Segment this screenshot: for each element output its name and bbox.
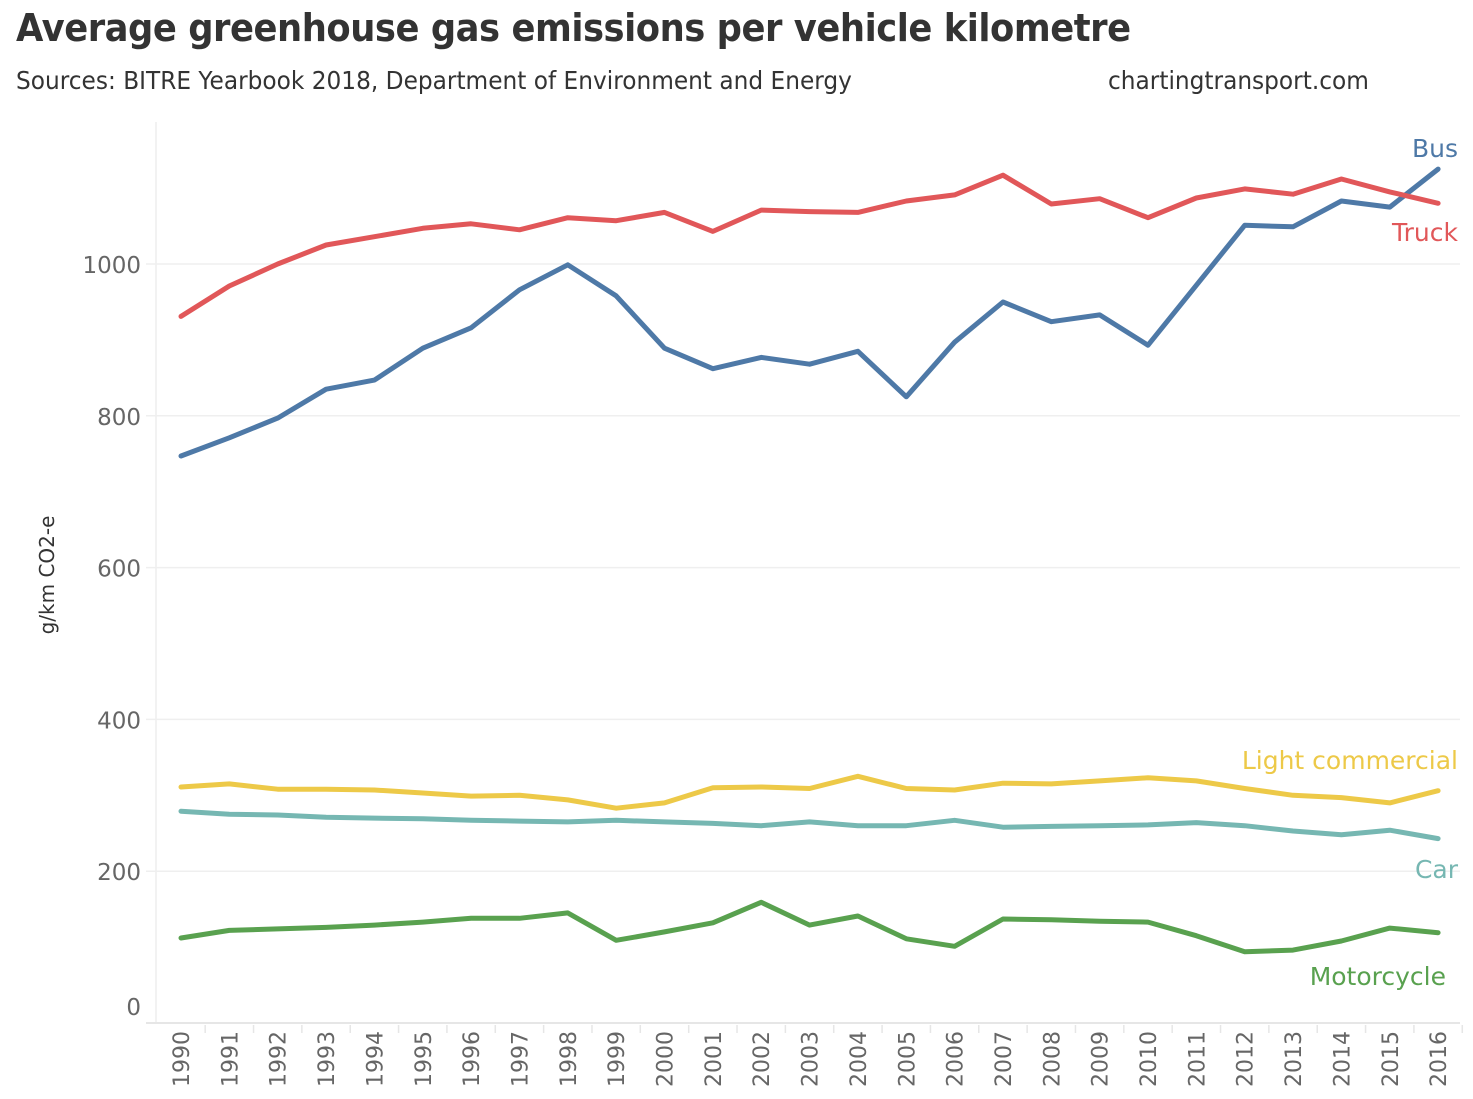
x-tick-label: 2016 [1427, 1031, 1452, 1087]
x-tick-label: 1996 [460, 1031, 485, 1087]
y-tick-label: 600 [97, 557, 141, 583]
y-tick-label: 800 [97, 405, 141, 431]
series-label-bus: Bus [1412, 134, 1458, 163]
y-tick-label: 400 [97, 708, 141, 734]
y-axis-ticks: 0 200 400 600 800 1000 [82, 253, 141, 1021]
chart-title: Average greenhouse gas emissions per veh… [16, 6, 1131, 50]
x-axis-ticks: 1990 1991 1992 1993 1994 1995 1996 1997 1998 1999… [170, 1025, 1464, 1087]
series-lines [178, 166, 1441, 955]
x-tick-label: 1995 [412, 1031, 437, 1087]
y-tick-label: 0 [126, 995, 141, 1021]
x-tick-label: 2012 [1234, 1031, 1259, 1087]
y-tick-label: 1000 [82, 253, 141, 279]
x-tick-label: 2011 [1185, 1031, 1210, 1087]
x-tick-label: 2002 [750, 1031, 775, 1087]
x-tick-label: 1998 [557, 1031, 582, 1087]
x-tick-label: 1999 [605, 1031, 630, 1087]
x-tick-label: 2007 [992, 1031, 1017, 1087]
y-tick-label: 200 [97, 860, 141, 886]
x-tick-label: 1997 [508, 1031, 533, 1087]
x-tick-label: 2014 [1330, 1031, 1355, 1087]
x-tick-label: 2009 [1089, 1031, 1114, 1087]
y-axis-label: g/km CO2-e [35, 516, 59, 635]
x-tick-label: 2008 [1040, 1031, 1065, 1087]
x-tick-label: 2006 [944, 1031, 969, 1087]
x-tick-label: 2004 [847, 1031, 872, 1087]
x-tick-label: 2000 [654, 1031, 679, 1087]
series-label-motorcycle: Motorcycle [1310, 962, 1446, 991]
series-label-car: Car [1415, 855, 1459, 884]
series-line-bus [178, 166, 1441, 459]
chart-credit: chartingtransport.com [1108, 66, 1369, 95]
series-line-motorcycle [178, 899, 1441, 955]
x-tick-label: 2010 [1137, 1031, 1162, 1087]
series-labels: Bus Truck Light commercial Car Motorcycle [1242, 134, 1459, 991]
x-tick-label: 1993 [315, 1031, 340, 1087]
x-tick-label: 2015 [1379, 1031, 1404, 1087]
gridlines [146, 122, 1460, 1024]
x-tick-label: 1992 [267, 1031, 292, 1087]
x-tick-label: 2001 [702, 1031, 727, 1087]
series-line-light-commercial [178, 773, 1441, 811]
x-tick-label: 1990 [170, 1031, 195, 1087]
x-tick-label: 2005 [895, 1031, 920, 1087]
x-tick-label: 1994 [363, 1031, 388, 1087]
chart-subtitle: Sources: BITRE Yearbook 2018, Department… [16, 66, 852, 95]
series-line-car [178, 808, 1441, 842]
x-tick-label: 2003 [799, 1031, 824, 1087]
x-tick-label: 1991 [218, 1031, 243, 1087]
series-line-truck [178, 172, 1441, 319]
series-label-light-commercial: Light commercial [1242, 746, 1458, 775]
series-label-truck: Truck [1391, 218, 1458, 247]
x-tick-label: 2013 [1282, 1031, 1307, 1087]
